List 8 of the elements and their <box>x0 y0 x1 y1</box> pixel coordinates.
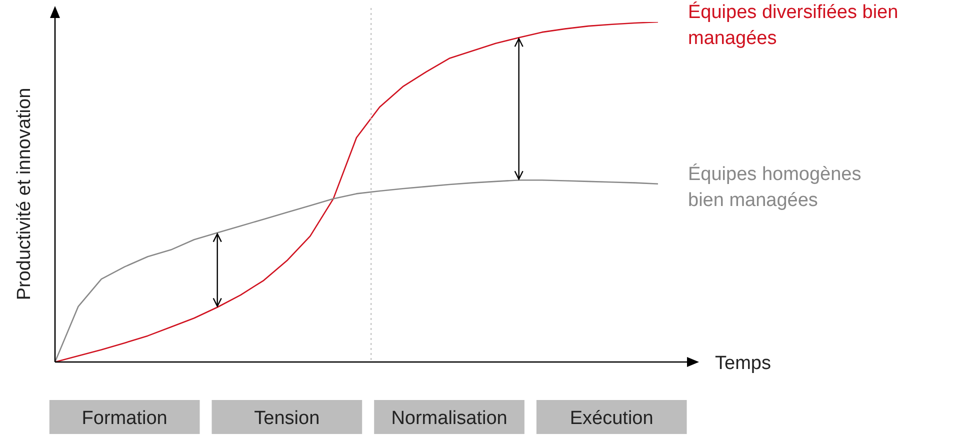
x-tick-label: Tension <box>254 408 320 429</box>
y-axis-title: Productivité et innovation <box>14 88 35 300</box>
x-tick-label: Formation <box>82 408 168 429</box>
x-tick-label: Normalisation <box>391 408 508 429</box>
x-tick-label: Exécution <box>570 408 654 429</box>
x-axis-title: Temps <box>715 353 771 374</box>
series-label: Équipes diversifiées bien managées <box>688 1 898 49</box>
series-label: Équipes homogènes bien managées <box>688 162 862 211</box>
